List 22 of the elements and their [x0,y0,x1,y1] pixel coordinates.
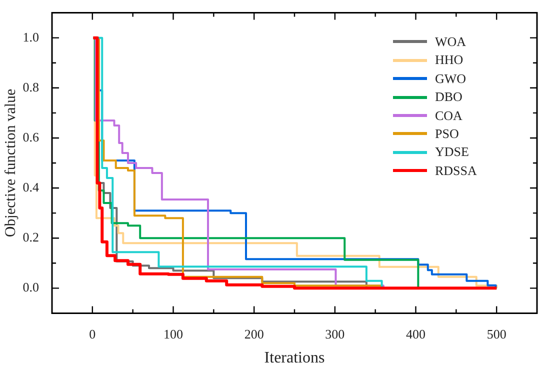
legend-label: RDSSA [435,162,477,179]
x-tick-label: 0 [89,326,96,342]
y-axis-title: Objective function value [2,88,19,238]
y-tick-label: 1.0 [22,29,39,44]
legend-label: HHO [435,52,464,68]
legend-label: GWO [435,70,466,87]
y-tick-label: 0.0 [22,280,39,295]
legend-label: COA [435,108,462,124]
x-tick-label: 300 [325,326,345,342]
y-tick-label: 0.2 [22,230,39,245]
legend-label: PSO [435,126,459,142]
y-tick-label: 0.6 [22,129,40,144]
legend-label: WOA [435,34,466,50]
y-tick-label: 0.8 [22,79,39,94]
x-tick-label: 100 [164,326,183,342]
x-tick-label: 500 [486,326,506,342]
x-axis-title: Iterations [264,350,325,367]
y-tick-label: 0.4 [22,179,40,194]
legend-label: YDSE [435,144,469,160]
x-tick-label: 400 [406,326,426,342]
x-tick-label: 200 [244,326,264,342]
legend-label: DBO [435,89,462,106]
